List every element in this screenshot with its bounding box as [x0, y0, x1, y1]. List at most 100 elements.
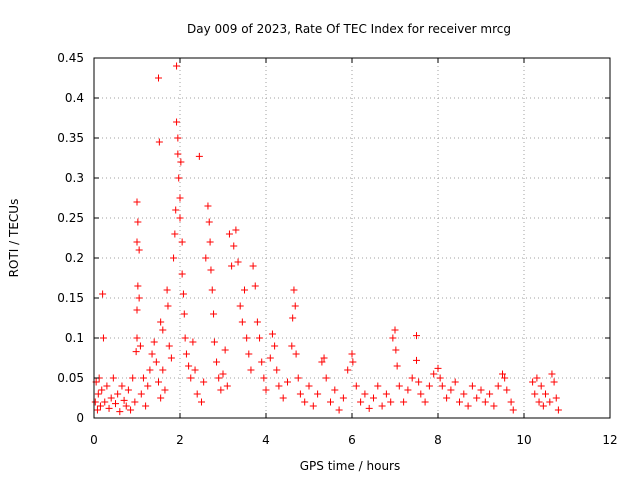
data-point — [486, 390, 494, 398]
data-point — [174, 150, 182, 158]
data-point — [503, 386, 511, 394]
data-point — [181, 334, 189, 342]
data-point — [164, 302, 172, 310]
data-points — [91, 62, 562, 416]
data-point — [509, 406, 517, 414]
axis-ticks: 0 2 4 6 8 10 12 0 0.05 0.1 0.15 0.2 0.25 0.3 0.35 0.4 0.… — [57, 51, 617, 447]
data-point — [314, 390, 322, 398]
data-point — [275, 382, 283, 390]
data-point — [395, 382, 403, 390]
data-point — [207, 266, 215, 274]
data-point — [177, 158, 185, 166]
data-point — [443, 394, 451, 402]
data-point — [301, 398, 309, 406]
data-point — [247, 366, 255, 374]
data-point — [415, 378, 423, 386]
y-tick-label: 0.35 — [57, 131, 84, 145]
data-point — [176, 194, 184, 202]
data-point — [387, 398, 395, 406]
y-tick-label: 0 — [76, 411, 84, 425]
data-point — [172, 206, 180, 214]
data-point — [365, 404, 373, 412]
data-point — [182, 350, 190, 358]
data-point — [537, 382, 545, 390]
data-point — [391, 326, 399, 334]
data-point — [152, 358, 160, 366]
data-point — [93, 406, 101, 414]
data-point — [179, 290, 187, 298]
data-point — [284, 378, 291, 386]
data-point — [501, 374, 509, 382]
data-point — [438, 382, 446, 390]
data-point — [217, 386, 225, 394]
data-point — [327, 398, 334, 406]
y-tick-label: 0.15 — [57, 291, 84, 305]
data-point — [292, 350, 300, 358]
data-point — [309, 402, 317, 410]
data-point — [185, 362, 193, 370]
data-point — [107, 394, 115, 402]
data-point — [477, 386, 485, 394]
data-point — [331, 386, 339, 394]
data-point — [135, 294, 143, 302]
data-point — [539, 402, 547, 410]
data-point — [122, 402, 130, 410]
data-point — [374, 382, 382, 390]
data-point — [296, 390, 304, 398]
data-point — [189, 338, 197, 346]
data-point — [507, 398, 515, 406]
data-point — [150, 338, 158, 346]
data-point — [112, 400, 119, 408]
chart-title: Day 009 of 2023, Rate Of TEC Index for r… — [187, 22, 511, 36]
data-point — [133, 238, 141, 246]
data-point — [133, 198, 141, 206]
data-point — [91, 398, 99, 406]
data-point — [251, 282, 259, 290]
data-point — [94, 390, 102, 398]
data-point — [305, 382, 313, 390]
data-point — [456, 398, 463, 406]
data-point — [550, 378, 558, 386]
data-point — [210, 310, 218, 318]
data-point — [175, 174, 183, 182]
y-tick-label: 0.25 — [57, 211, 84, 225]
data-point — [413, 332, 420, 340]
data-point — [116, 408, 124, 416]
data-point — [118, 382, 126, 390]
data-point — [157, 318, 165, 326]
data-point — [155, 138, 163, 146]
data-point — [236, 302, 244, 310]
data-point — [370, 394, 377, 402]
data-point — [393, 362, 401, 370]
data-point — [105, 404, 113, 412]
data-point — [460, 390, 468, 398]
data-point — [205, 218, 213, 226]
data-point — [98, 386, 106, 394]
data-point — [215, 374, 223, 382]
data-point — [127, 406, 135, 414]
data-point — [134, 218, 142, 226]
x-tick-label: 6 — [348, 433, 356, 447]
data-point — [134, 282, 142, 290]
data-point — [268, 330, 276, 338]
data-point — [103, 382, 111, 390]
data-point — [253, 318, 261, 326]
data-point — [378, 402, 386, 410]
data-point — [533, 374, 541, 382]
data-point — [434, 364, 442, 372]
data-point — [357, 398, 365, 406]
data-point — [200, 378, 208, 386]
data-point — [260, 374, 268, 382]
x-tick-label: 8 — [434, 433, 442, 447]
data-point — [142, 402, 150, 410]
data-point — [408, 374, 416, 382]
data-point — [133, 306, 141, 314]
grid-lines — [94, 58, 610, 418]
data-point — [294, 374, 302, 382]
data-point — [447, 386, 455, 394]
data-point — [174, 134, 182, 142]
data-point — [241, 286, 248, 294]
data-point — [178, 270, 186, 278]
data-point — [232, 226, 240, 234]
